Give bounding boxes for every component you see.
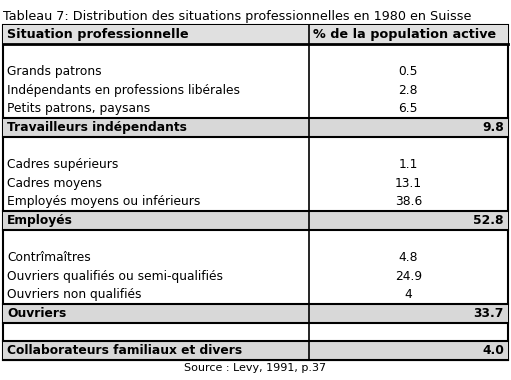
Text: Ouvriers qualifiés ou semi-qualifiés: Ouvriers qualifiés ou semi-qualifiés (7, 270, 223, 283)
Text: Ouvriers: Ouvriers (7, 307, 66, 320)
Text: 33.7: 33.7 (474, 307, 504, 320)
Text: 24.9: 24.9 (394, 270, 422, 283)
Text: Employés moyens ou inférieurs: Employés moyens ou inférieurs (7, 195, 200, 208)
Text: 13.1: 13.1 (394, 177, 422, 190)
Text: 4.0: 4.0 (482, 344, 504, 357)
Text: 38.6: 38.6 (394, 195, 422, 208)
Text: Grands patrons: Grands patrons (7, 65, 102, 78)
Bar (3, 25, 508, 44)
Bar (3, 25, 508, 360)
Text: Petits patrons, paysans: Petits patrons, paysans (7, 102, 150, 115)
Text: Travailleurs indépendants: Travailleurs indépendants (7, 121, 187, 134)
Text: Contrîmaîtres: Contrîmaîtres (7, 251, 91, 264)
Text: Situation professionnelle: Situation professionnelle (7, 28, 189, 41)
Bar (3, 341, 508, 360)
Text: Collaborateurs familiaux et divers: Collaborateurs familiaux et divers (7, 344, 242, 357)
Text: Source : Levy, 1991, p.37: Source : Levy, 1991, p.37 (184, 363, 327, 373)
Text: Cadres moyens: Cadres moyens (7, 177, 102, 190)
Text: 52.8: 52.8 (474, 214, 504, 227)
Text: Cadres supérieurs: Cadres supérieurs (7, 158, 119, 171)
Text: 9.8: 9.8 (482, 121, 504, 134)
Text: Ouvriers non qualifiés: Ouvriers non qualifiés (7, 288, 142, 301)
Text: 0.5: 0.5 (399, 65, 418, 78)
Text: Indépendants en professions libérales: Indépendants en professions libérales (7, 84, 240, 97)
Text: 6.5: 6.5 (399, 102, 418, 115)
Text: 1.1: 1.1 (399, 158, 418, 171)
Text: 4.8: 4.8 (399, 251, 418, 264)
Bar (3, 304, 508, 323)
Text: 4: 4 (404, 288, 412, 301)
Bar (3, 118, 508, 137)
Text: 2.8: 2.8 (399, 84, 418, 97)
Bar (3, 211, 508, 230)
Text: Employés: Employés (7, 214, 73, 227)
Text: % de la population active: % de la population active (313, 28, 496, 41)
Text: Tableau 7: Distribution des situations professionnelles en 1980 en Suisse: Tableau 7: Distribution des situations p… (3, 10, 471, 23)
